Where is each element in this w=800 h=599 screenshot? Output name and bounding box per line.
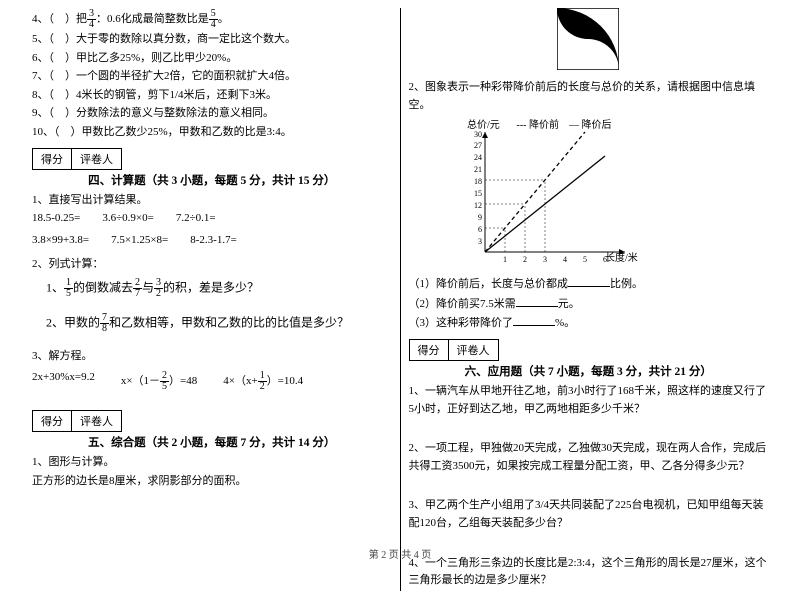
judge-5: 5、（ ）大于零的数除以真分数，商一定比这个数大。	[32, 31, 392, 49]
svg-text:15: 15	[474, 189, 482, 198]
score-box-4: 得分评卷人	[32, 148, 392, 170]
section-4-title: 四、计算题（共 3 小题，每题 5 分，共计 15 分）	[32, 172, 392, 188]
svg-text:27: 27	[474, 141, 482, 150]
chart-q3: （3）这种彩带降价了%。	[409, 314, 769, 333]
svg-text:5: 5	[583, 255, 587, 264]
calc-row-2: 3.8×99+3.8=7.5×1.25×8=8-2.3-1.7=	[32, 234, 392, 246]
shape-figure	[409, 8, 769, 73]
ylabel: 总价/元	[467, 118, 500, 131]
p5-1a: 1、图形与计算。	[32, 454, 392, 472]
score-box-6: 得分评卷人	[409, 339, 769, 361]
p2-q1: 1、15的倒数减去27与32的积，差是多少？	[46, 278, 392, 299]
equations-row: 2x+30%x=9.2 x×（1－25）=48 4×（x+12）=10.4	[32, 371, 392, 392]
svg-text:9: 9	[478, 213, 482, 222]
left-column: 4、（ ）把34：0.6化成最简整数比是54。 5、（ ）大于零的数除以真分数，…	[24, 8, 401, 591]
calc-heading: 1、直接写出计算结果。	[32, 192, 392, 210]
svg-text:24: 24	[474, 153, 482, 162]
judge-9: 9、（ ）分数除法的意义与整数除法的意义相同。	[32, 105, 392, 123]
section-6-title: 六、应用题（共 7 小题，每题 3 分，共计 21 分）	[409, 363, 769, 379]
judge-10: 10、（ ）甲数比乙数少25%，甲数和乙数的比是3:4。	[32, 124, 392, 142]
svg-text:1: 1	[503, 255, 507, 264]
svg-text:6: 6	[478, 225, 482, 234]
svg-text:21: 21	[474, 165, 482, 174]
svg-text:3: 3	[478, 237, 482, 246]
svg-text:3: 3	[543, 255, 547, 264]
chart-legend: --- 降价前 — 降价后	[517, 116, 612, 131]
chart-q1: （1）降价前后，长度与总价都成比例。	[409, 275, 769, 294]
chart-q2: （2）降价前买7.5米需元。	[409, 295, 769, 314]
svg-text:长度/米: 长度/米	[605, 251, 638, 264]
judge-8: 8、（ ）4米长的钢管，剪下1/4米后，还剩下3米。	[32, 87, 392, 105]
svg-text:2: 2	[523, 255, 527, 264]
p5-2: 2、图象表示一种彩带降价前后的长度与总价的关系，请根据图中信息填空。	[409, 79, 769, 114]
p2-q2: 2、甲数的78和乙数相等，甲数和乙数的比的比值是多少？	[46, 313, 392, 334]
judge-6: 6、（ ）甲比乙多25%，则乙比甲少20%。	[32, 50, 392, 68]
right-column: 2、图象表示一种彩带降价前后的长度与总价的关系，请根据图中信息填空。 --- 降…	[401, 8, 777, 591]
svg-text:12: 12	[474, 201, 482, 210]
score-box-5: 得分评卷人	[32, 410, 392, 432]
section-5-title: 五、综合题（共 2 小题，每题 7 分，共计 14 分）	[32, 434, 392, 450]
app-q3: 3、甲乙两个生产小组用了3/4天共同装配了225台电视机，已知甲组每天装配120…	[409, 497, 769, 532]
app-q1: 1、一辆汽车从甲地开往乙地，前3小时行了168千米，照这样的速度又行了5小时，正…	[409, 383, 769, 418]
p2-heading: 2、列式计算：	[32, 256, 392, 274]
page-footer: 第 2 页 共 4 页	[0, 546, 800, 561]
app-q2: 2、一项工程，甲独做20天完成，乙独做30天完成，现在两人合作，完成后共得工资3…	[409, 440, 769, 475]
judge-4: 4、（ ）把34：0.6化成最简整数比是54。	[32, 9, 392, 30]
svg-text:18: 18	[474, 177, 482, 186]
p5-1b: 正方形的边长是8厘米，求阴影部分的面积。	[32, 473, 392, 491]
svg-text:30: 30	[474, 130, 482, 139]
price-chart: --- 降价前 — 降价后 总价/元 36912151821242730 123…	[457, 118, 769, 271]
calc-row-1: 18.5-0.25=3.6÷0.9×0=7.2÷0.1=	[32, 212, 392, 224]
judge-7: 7、（ ）一个圆的半径扩大2倍，它的面积就扩大4倍。	[32, 68, 392, 86]
p3-heading: 3、解方程。	[32, 348, 392, 366]
svg-text:4: 4	[563, 255, 567, 264]
